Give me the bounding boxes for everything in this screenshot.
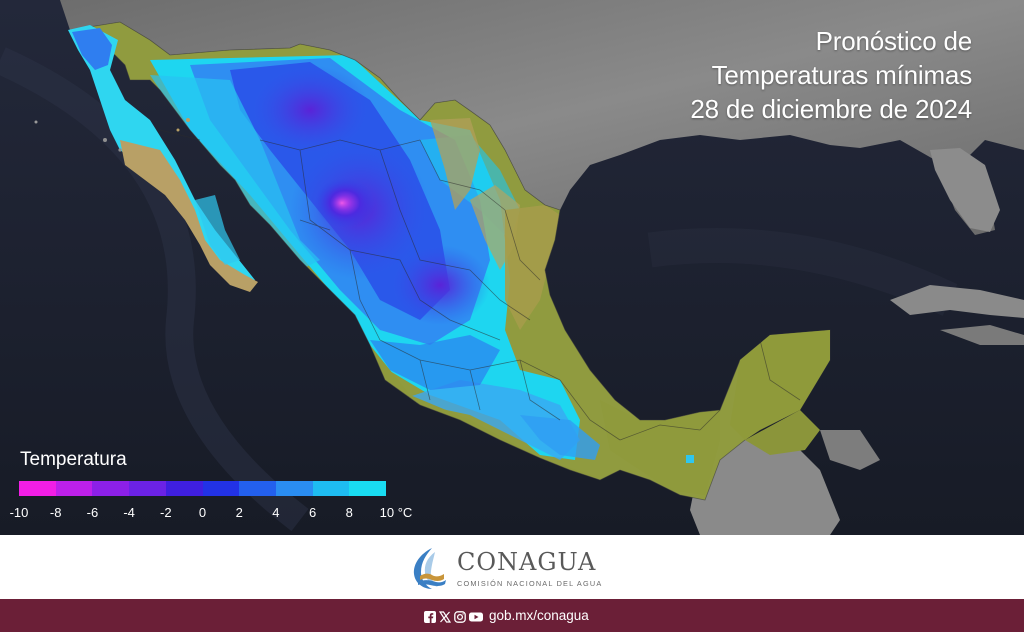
title-line-1: Pronóstico de <box>815 26 973 56</box>
temperature-color-scale <box>19 481 387 496</box>
legend-tick-label: 6 <box>308 505 317 520</box>
legend-swatch <box>312 481 350 496</box>
legend-tick-label: 2 <box>235 505 243 520</box>
instagram-icon[interactable] <box>454 610 466 623</box>
title-line-2: Temperaturas mínimas <box>711 60 973 90</box>
legend-swatch <box>165 481 203 496</box>
brand-subtitle: COMISIÓN NACIONAL DEL AGUA <box>457 579 603 588</box>
brand-bar <box>0 535 1024 599</box>
legend-tick-label: 4 <box>272 505 280 520</box>
legend-tick-label: -10 <box>9 505 29 520</box>
legend-swatch <box>349 481 387 496</box>
legend-tick-label: 8 <box>345 505 353 520</box>
legend-tick-label: -4 <box>123 505 135 520</box>
footer-bar <box>0 599 1024 632</box>
temperature-map <box>0 0 1024 535</box>
legend-tick-label: 10 °C <box>379 505 413 520</box>
legend-swatch <box>202 481 240 496</box>
legend-tick-label: -6 <box>86 505 99 520</box>
legend-tick-labels: -10 -8 -6 -4 -2 0 2 4 6 8 10 °C <box>0 505 430 523</box>
legend-tick-label: 0 <box>198 505 207 520</box>
legend-swatch <box>275 481 313 496</box>
conagua-logo-icon <box>410 546 450 590</box>
legend-title: Temperatura <box>20 449 127 470</box>
youtube-icon[interactable] <box>469 610 483 622</box>
legend-swatch <box>92 481 130 496</box>
legend-swatch <box>55 481 93 496</box>
legend-swatch <box>129 481 166 496</box>
x-icon[interactable] <box>438 610 452 623</box>
legend-tick-label: -8 <box>49 505 62 520</box>
title-line-3: 28 de diciembre de 2024 <box>690 94 972 124</box>
legend-swatch <box>19 481 56 496</box>
legend-swatch <box>239 481 276 496</box>
footer-url-link[interactable]: gob.mx/conagua <box>489 608 589 623</box>
forecast-title: Pronóstico de Temperaturas mínimas 28 de… <box>552 24 972 126</box>
facebook-icon[interactable] <box>424 610 436 623</box>
legend-tick-label: -2 <box>160 505 172 520</box>
brand-name: CONAGUA <box>457 548 597 576</box>
